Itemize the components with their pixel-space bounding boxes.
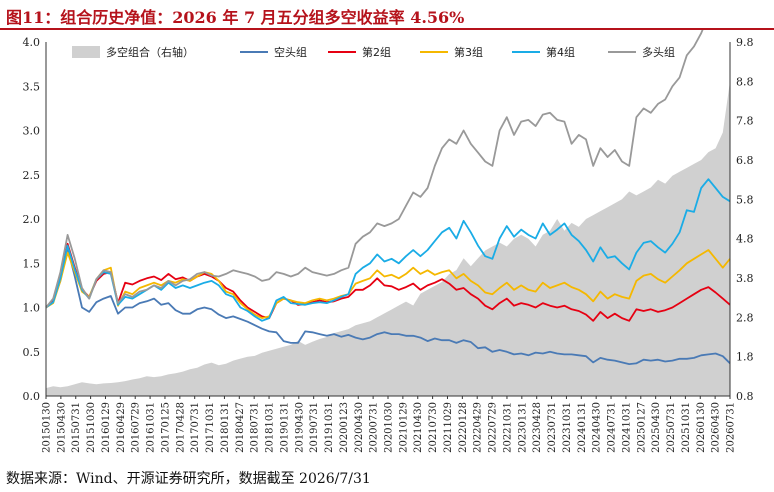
- legend-item-group2: 第2组: [328, 45, 391, 59]
- x-tick-label: 20230731: [547, 402, 558, 453]
- x-tick-label: 20191031: [324, 402, 335, 453]
- source-note: 数据来源：Wind、开源证券研究所，数据截至 2026/7/31: [6, 471, 371, 487]
- y2-tick-label: 7.8: [736, 115, 754, 128]
- y-tick-label: 0.0: [23, 390, 41, 403]
- title-rule: [0, 28, 774, 30]
- x-tick-label: 20220729: [488, 402, 499, 453]
- y2-tick-label: 3.8: [736, 272, 754, 285]
- series-area-long-short: [46, 81, 730, 397]
- legend-label: 多空组合（右轴）: [106, 45, 194, 59]
- y-tick-label: 3.0: [23, 125, 41, 138]
- y2-tick-label: 9.8: [736, 36, 754, 49]
- y2-tick-label: 0.8: [736, 390, 754, 403]
- y-tick-label: 2.0: [23, 213, 41, 226]
- x-tick-label: 20211029: [443, 402, 454, 453]
- legend-label: 第4组: [546, 45, 575, 59]
- legend-label: 空头组: [274, 45, 307, 59]
- x-tick-label: 20210129: [398, 402, 409, 453]
- x-tick-label: 20220128: [458, 402, 469, 453]
- x-tick-label: 20230131: [517, 402, 528, 453]
- x-tick-label: 20180131: [220, 402, 231, 453]
- legend-label: 第3组: [454, 45, 483, 59]
- x-tick-label: 20201030: [384, 402, 395, 453]
- x-tick-label: 20160129: [101, 402, 112, 453]
- y2-tick-label: 1.8: [736, 351, 754, 364]
- x-tick-label: 20260731: [726, 402, 737, 453]
- x-tick-label: 20251031: [681, 402, 692, 453]
- x-tick-label: 20170731: [190, 402, 201, 453]
- page-title: 图11：组合历史净值：2026 年 7 月五分组多空收益率 4.56%: [6, 8, 465, 27]
- x-tick-label: 20250127: [636, 402, 647, 453]
- x-tick-label: 20210430: [413, 402, 424, 453]
- x-tick-label: 20181031: [265, 402, 276, 453]
- legend-item-long-short: 多空组合（右轴）: [72, 45, 194, 59]
- x-tick-label: 20220429: [473, 402, 484, 453]
- x-tick-label: 20160729: [131, 402, 142, 453]
- x-tick-label: 20250430: [651, 402, 662, 453]
- legend-item-group3: 第3组: [420, 45, 483, 59]
- legend-label: 多头组: [642, 45, 675, 59]
- x-tick-label: 20241031: [621, 402, 632, 453]
- legend-label: 第2组: [362, 45, 391, 59]
- x-tick-label: 20221031: [503, 402, 514, 453]
- x-tick-label: 20180731: [250, 402, 261, 453]
- axes: 0.0 0.5 1.0 1.5 2.0 2.5 3.0 3.5 4.0 0.8 1.8 2.8 3.8 4…: [23, 36, 754, 453]
- y2-tick-label: 2.8: [736, 311, 754, 324]
- x-tick-label: 20170125: [161, 402, 172, 453]
- series-line-short: [45, 247, 731, 366]
- series-line-group2: [45, 242, 731, 322]
- x-tick-label: 20230428: [532, 402, 543, 453]
- x-tick-label: 20231031: [562, 402, 573, 453]
- x-tick-label: 20151030: [86, 402, 97, 453]
- y2-tick-label: 5.8: [736, 193, 754, 206]
- x-tick-label: 20200430: [354, 402, 365, 453]
- x-tick-label: 20150130: [42, 402, 53, 453]
- x-tick-label: 20190131: [279, 402, 290, 453]
- y-tick-label: 2.5: [23, 169, 41, 182]
- x-tick-label: 20250731: [666, 402, 677, 453]
- series-line-group4: [45, 178, 731, 322]
- x-tick-label: 20240430: [592, 402, 603, 453]
- x-tick-label: 20170428: [175, 402, 186, 453]
- x-tick-label: 20180427: [235, 402, 246, 453]
- legend-item-group4: 第4组: [512, 45, 575, 59]
- plot-area: [45, 30, 731, 397]
- x-tick-label: 20240731: [607, 402, 618, 453]
- x-tick-label: 20160429: [116, 402, 127, 453]
- legend-item-long: 多头组: [608, 45, 675, 59]
- series-line-long: [45, 30, 704, 309]
- y-tick-label: 3.5: [23, 80, 41, 93]
- x-tick-label: 20260430: [711, 402, 722, 453]
- x-tick-label: 20190430: [294, 402, 305, 453]
- x-tick-label: 20150731: [71, 402, 82, 453]
- x-tick-label: 20161031: [146, 402, 157, 453]
- x-tick-label: 20240131: [577, 402, 588, 453]
- y2-tick-label: 8.8: [736, 75, 754, 88]
- series-line-group3: [45, 249, 731, 320]
- y2-tick-label: 6.8: [736, 154, 754, 167]
- x-tick-label: 20150430: [56, 402, 67, 453]
- x-tick-label: 20260130: [696, 402, 707, 453]
- legend: 多空组合（右轴） 空头组 第2组 第3组 第4组 多头组: [72, 45, 675, 59]
- legend-item-short: 空头组: [240, 45, 307, 59]
- x-tick-label: 20190731: [309, 402, 320, 453]
- x-tick-label: 20200731: [369, 402, 380, 453]
- y-tick-label: 1.5: [23, 257, 41, 270]
- x-tick-label: 20171031: [205, 402, 216, 453]
- y-tick-label: 0.5: [23, 346, 41, 359]
- y-tick-label: 1.0: [23, 302, 41, 315]
- legend-swatch: [72, 46, 100, 58]
- y-tick-label: 4.0: [23, 36, 41, 49]
- y2-tick-label: 4.8: [736, 233, 754, 246]
- x-tick-label: 20210730: [428, 402, 439, 453]
- chart: 0.0 0.5 1.0 1.5 2.0 2.5 3.0 3.5 4.0 0.8 1.8 2.8 3.8 4…: [23, 30, 754, 453]
- x-tick-label: 20200123: [339, 402, 350, 453]
